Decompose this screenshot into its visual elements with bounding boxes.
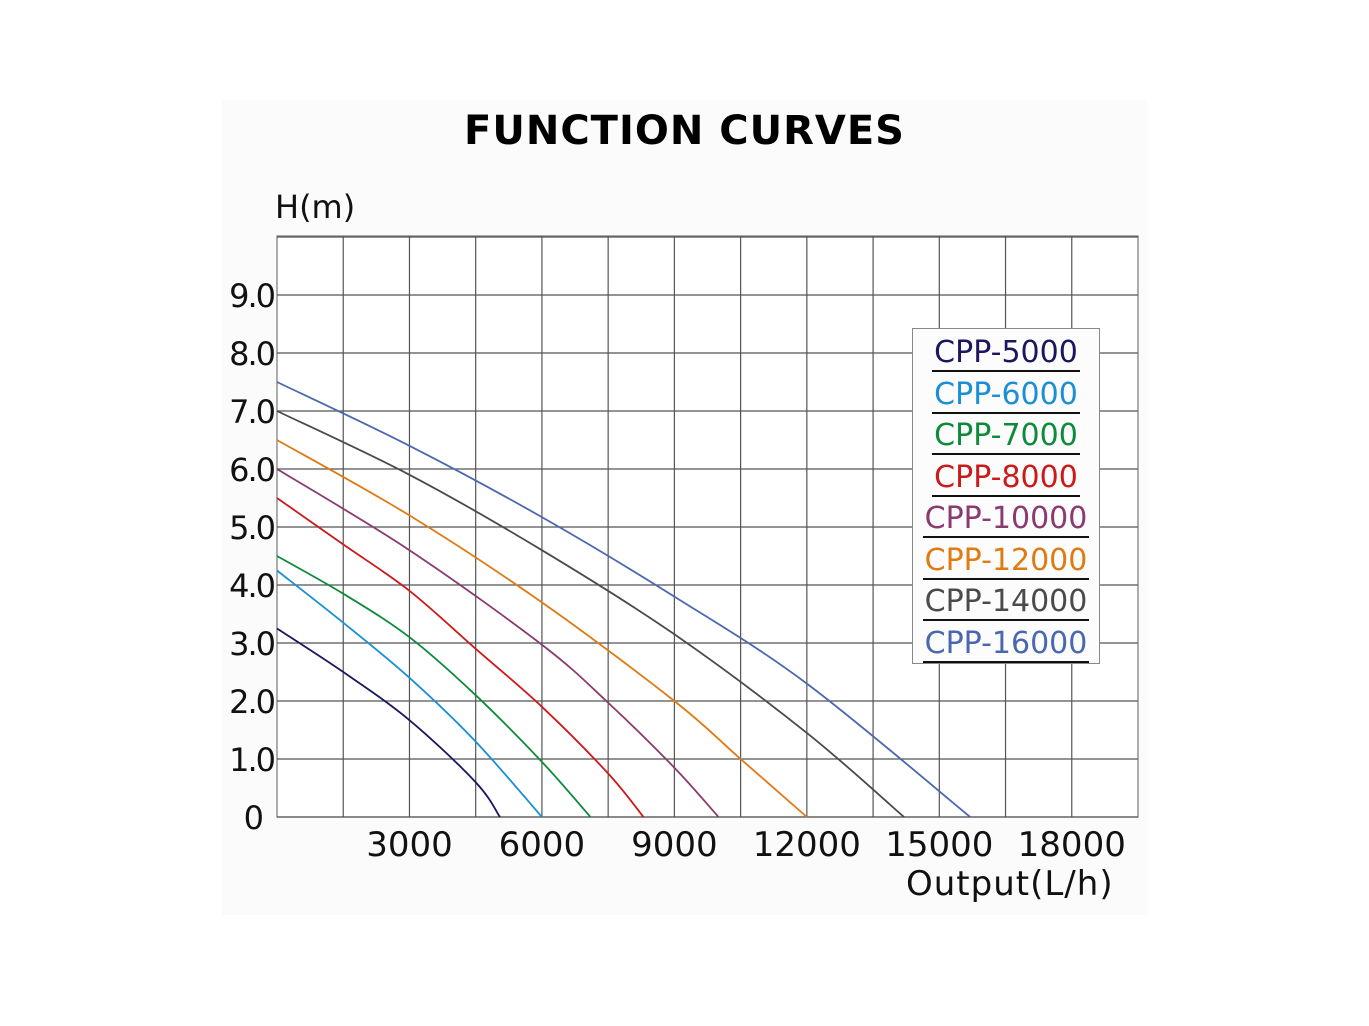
legend-entry: CPP-8000 [913, 460, 1099, 502]
legend-label: CPP-6000 [932, 376, 1080, 414]
y-tick-label: 4.0 [229, 567, 275, 605]
legend-entry: CPP-16000 [913, 626, 1099, 668]
x-tick-label: 9000 [631, 825, 718, 865]
legend-label: CPP-12000 [922, 542, 1090, 580]
series-line-cpp-16000 [276, 381, 971, 818]
legend-entry: CPP-6000 [913, 377, 1099, 419]
x-tick-label: 12000 [753, 825, 861, 865]
x-axis-label: Output(L/h) [906, 864, 1114, 904]
legend-entry: CPP-5000 [913, 335, 1099, 377]
series-line-cpp-10000 [276, 468, 720, 818]
y-axis-label: H(m) [275, 188, 356, 226]
legend-entry: CPP-14000 [913, 584, 1099, 626]
y-tick-label: 6.0 [229, 451, 275, 489]
legend-label: CPP-7000 [932, 418, 1080, 455]
legend-entry: CPP-12000 [913, 543, 1099, 585]
series-line-cpp-8000 [276, 497, 645, 818]
legend-label: CPP-16000 [922, 625, 1090, 663]
y-tick-label: 7.0 [229, 393, 275, 431]
x-tick-label: 3000 [366, 825, 453, 865]
legend-label: CPP-8000 [932, 459, 1080, 497]
x-tick-label: 15000 [885, 825, 993, 865]
legend-entry: CPP-7000 [913, 418, 1099, 460]
series-line-cpp-7000 [276, 555, 592, 818]
x-tick-label: 18000 [1018, 825, 1126, 865]
legend-label: CPP-5000 [932, 335, 1080, 372]
x-tick-label: 6000 [499, 825, 586, 865]
legend-entry: CPP-10000 [913, 501, 1099, 543]
legend-label: CPP-10000 [922, 501, 1090, 538]
series-line-cpp-14000 [276, 410, 905, 818]
y-tick-label: 0 [244, 799, 263, 837]
y-tick-label: 9.0 [229, 277, 275, 315]
y-tick-label: 1.0 [229, 741, 275, 779]
series-line-cpp-6000 [276, 569, 543, 818]
chart-title: FUNCTION CURVES [464, 108, 905, 154]
y-tick-label: 2.0 [229, 683, 275, 721]
series-line-cpp-12000 [276, 439, 808, 818]
y-tick-label: 8.0 [229, 335, 275, 373]
y-tick-label: 5.0 [229, 509, 275, 547]
legend-label: CPP-14000 [922, 584, 1090, 621]
legend: CPP-5000 CPP-6000 CPP-7000 CPP-8000 CPP-1000… [912, 328, 1100, 664]
series-line-cpp-5000 [276, 627, 501, 818]
y-tick-label: 3.0 [229, 625, 275, 663]
